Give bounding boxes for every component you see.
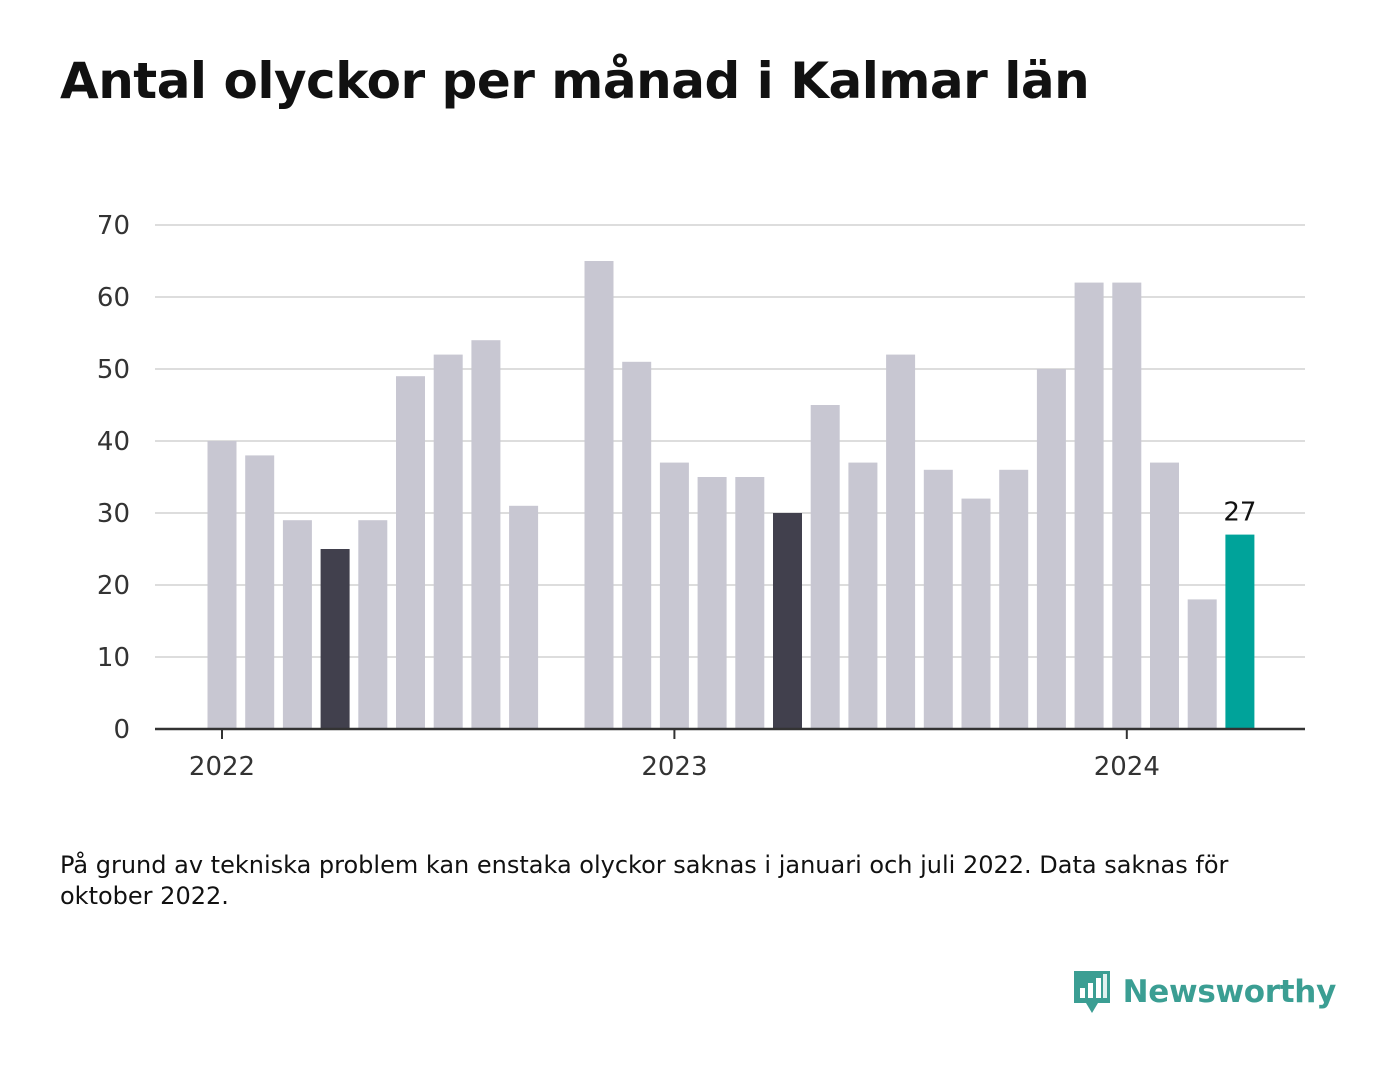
bar-2022-01 bbox=[207, 441, 237, 729]
bar-2023-11 bbox=[1036, 369, 1066, 729]
bar-2023-02 bbox=[697, 477, 727, 729]
bar-2022-09 bbox=[509, 505, 539, 729]
bar-2023-12 bbox=[1074, 282, 1104, 729]
bar-2023-01 bbox=[659, 462, 689, 729]
data-label-2024-04: 27 bbox=[1223, 498, 1256, 528]
newsworthy-logo-icon bbox=[1073, 971, 1110, 1013]
brand-name: Newsworthy bbox=[1122, 974, 1337, 1010]
bar-2023-08 bbox=[923, 469, 953, 729]
bar-2023-06 bbox=[848, 462, 878, 729]
bar-2024-04 bbox=[1225, 534, 1255, 729]
bar-2023-04 bbox=[773, 513, 802, 729]
bar-2023-10 bbox=[999, 469, 1029, 729]
bar-2022-05 bbox=[358, 520, 388, 729]
bar-2022-07 bbox=[433, 354, 463, 729]
data-labels: 27 bbox=[1223, 498, 1256, 528]
bar-2023-05 bbox=[810, 405, 840, 729]
y-tick-label: 30 bbox=[97, 499, 130, 529]
bar-2023-03 bbox=[735, 477, 765, 729]
y-tick-label: 20 bbox=[97, 571, 130, 601]
y-tick-label: 50 bbox=[97, 355, 130, 385]
bar-2022-04 bbox=[320, 549, 350, 729]
bar-2022-03 bbox=[282, 520, 312, 729]
y-tick-label: 0 bbox=[113, 715, 130, 745]
y-tick-label: 10 bbox=[97, 643, 130, 673]
bar-2022-12 bbox=[622, 361, 652, 729]
bar-2024-01 bbox=[1112, 282, 1142, 729]
bar-2022-11 bbox=[584, 261, 614, 729]
bar-2022-08 bbox=[471, 340, 501, 729]
x-tick-label: 2024 bbox=[1094, 752, 1160, 782]
bar-2023-07 bbox=[886, 354, 916, 729]
bars bbox=[207, 261, 1255, 729]
x-axis: 2022 2023 2024 bbox=[155, 727, 1305, 782]
bar-2022-06 bbox=[396, 376, 425, 729]
y-tick-label: 60 bbox=[97, 283, 130, 313]
bar-2024-03 bbox=[1187, 599, 1217, 729]
brand-logo: Newsworthy bbox=[1071, 968, 1336, 1016]
footnote: På grund av tekniska problem kan enstaka… bbox=[60, 851, 1229, 910]
chart-title: Antal olyckor per månad i Kalmar län bbox=[60, 52, 1090, 110]
bar-2023-09 bbox=[961, 498, 991, 729]
y-tick-label: 40 bbox=[97, 427, 130, 457]
bar-2022-02 bbox=[245, 455, 275, 729]
y-tick-label: 70 bbox=[97, 211, 130, 241]
x-tick-label: 2023 bbox=[641, 752, 707, 782]
bar-2024-02 bbox=[1150, 462, 1179, 729]
x-tick-label: 2022 bbox=[189, 752, 255, 782]
